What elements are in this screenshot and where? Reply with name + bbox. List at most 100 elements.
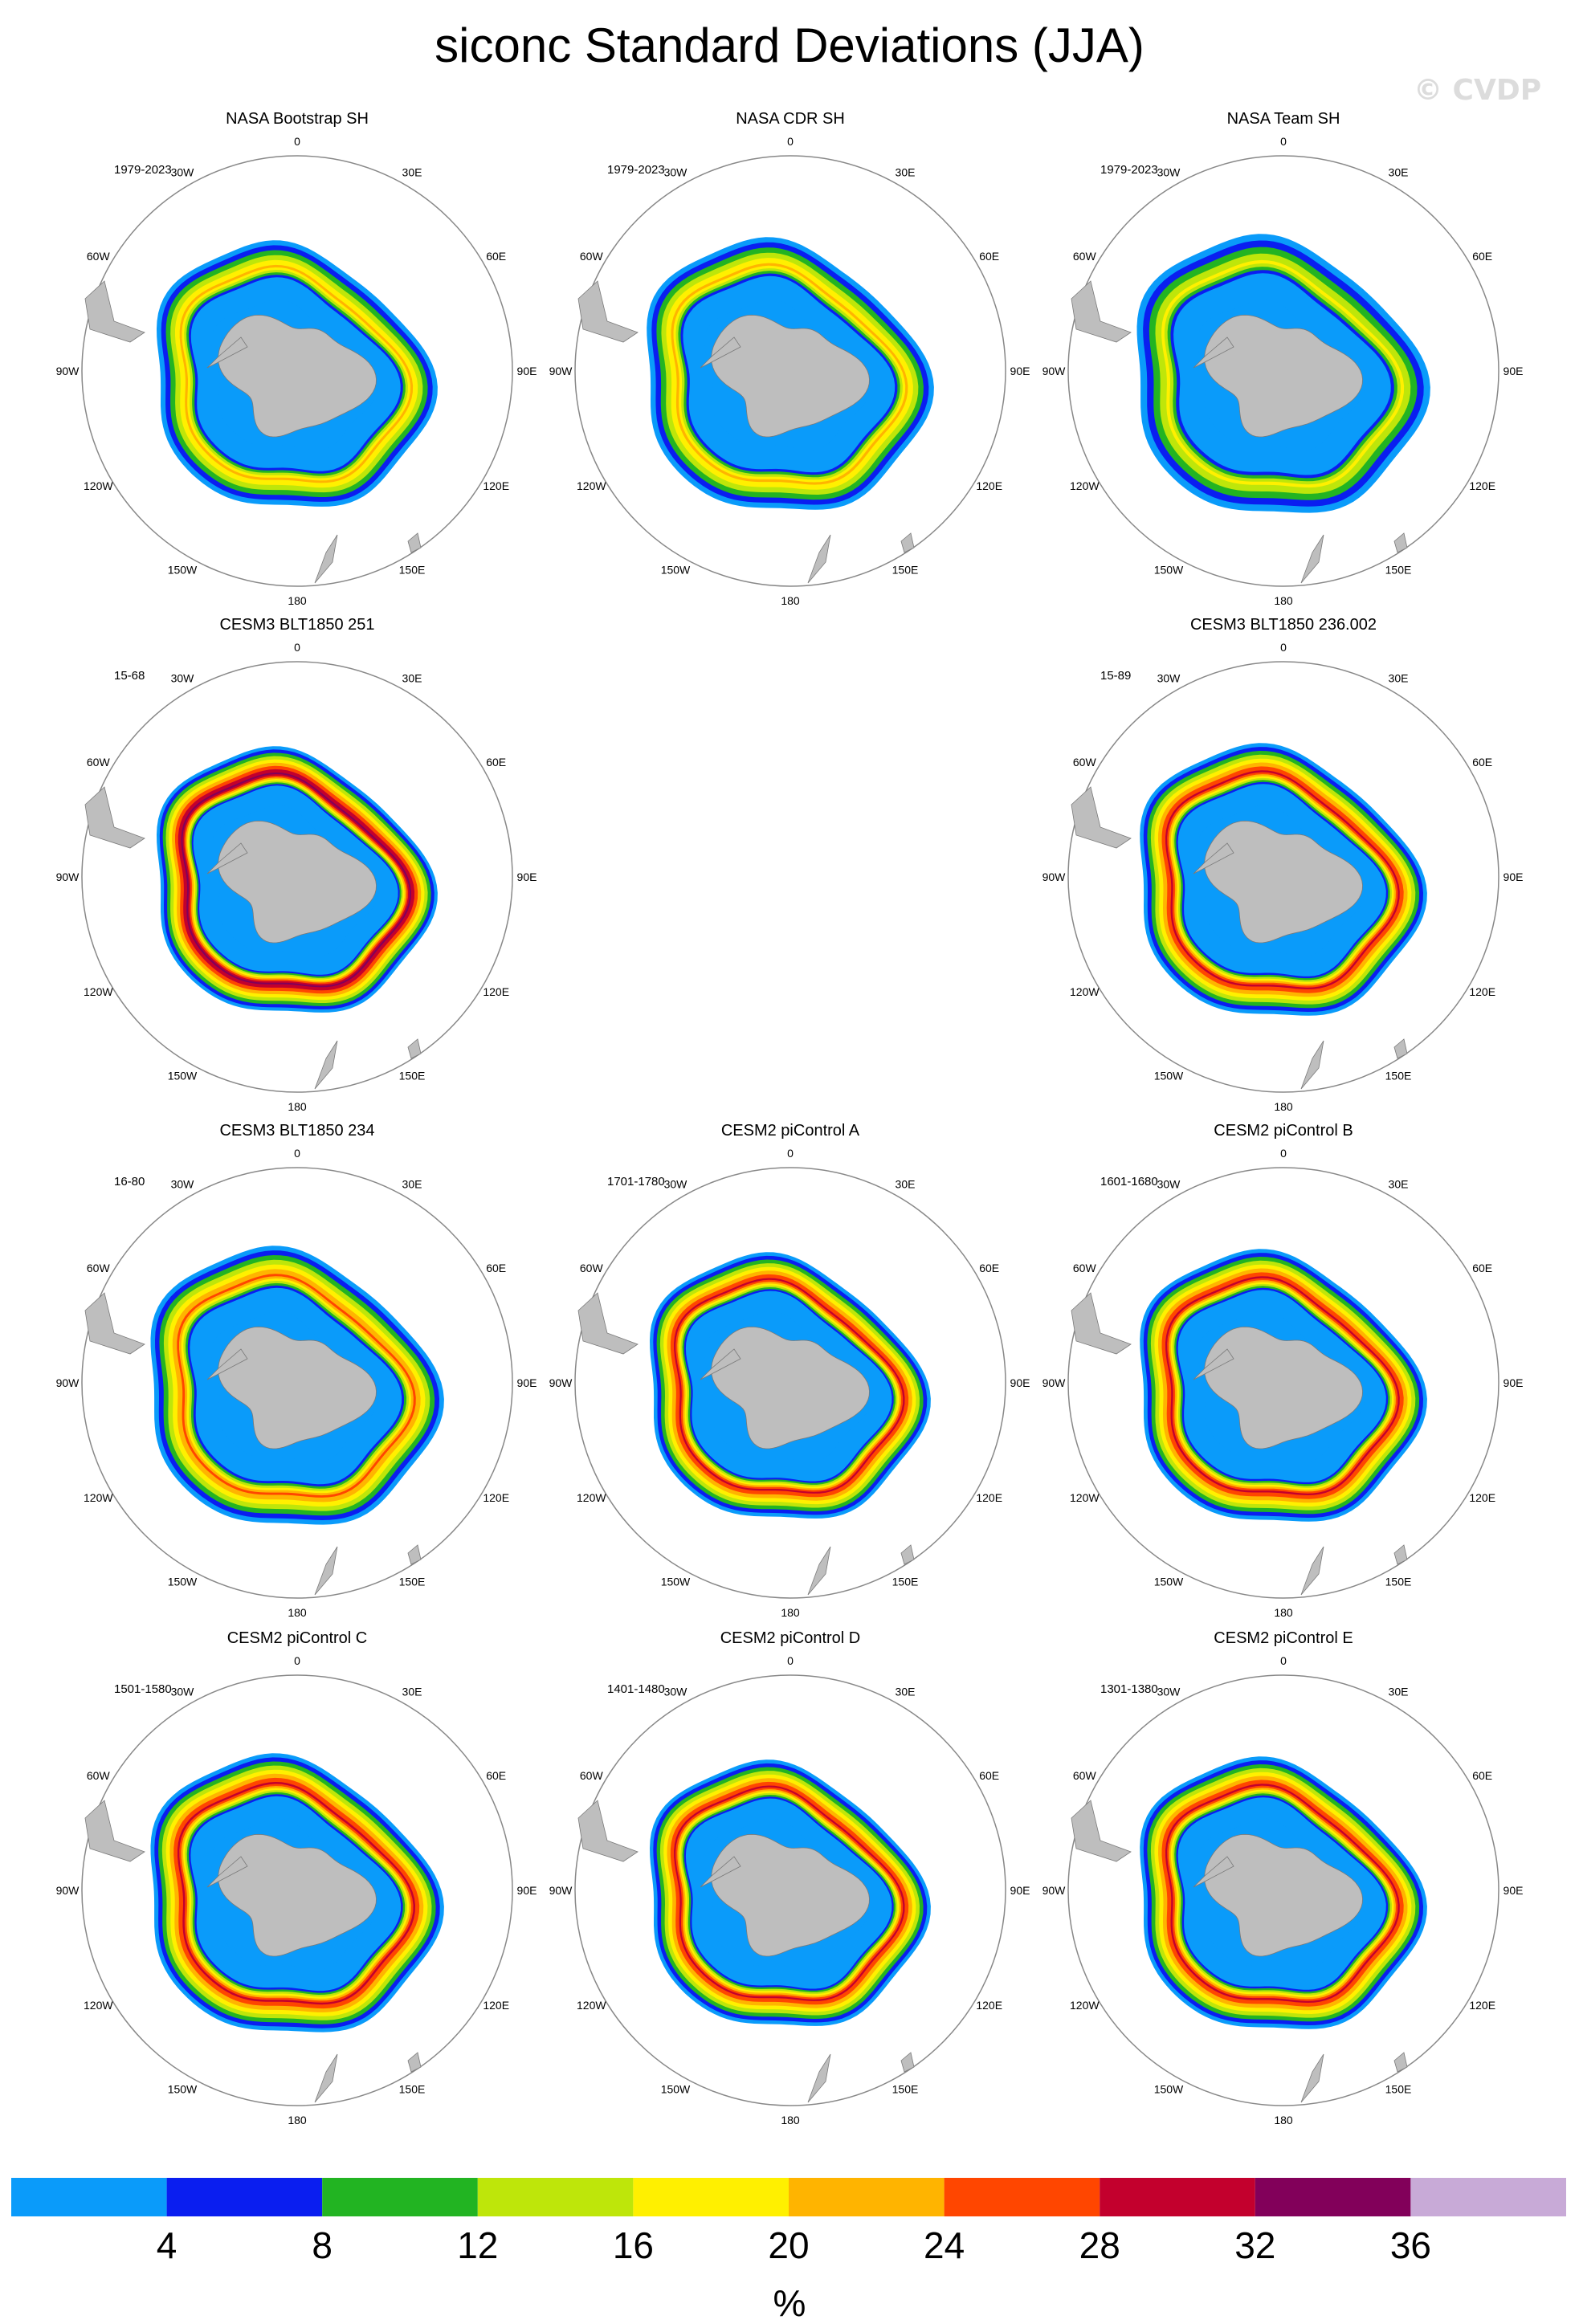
colorbar-box: [477, 2178, 634, 2216]
lon-label: 120W: [1070, 479, 1100, 492]
lon-label: 90W: [1042, 870, 1067, 883]
lon-label: 30E: [1389, 671, 1409, 684]
lon-label: 30W: [171, 1685, 195, 1698]
colorbar-box: [11, 2178, 167, 2216]
lon-label: 30W: [664, 1177, 688, 1190]
antarctica-land: [218, 314, 377, 438]
lon-label: 60W: [580, 1262, 604, 1274]
lon-label: 150E: [1385, 1576, 1412, 1588]
watermark: © CVDP: [1414, 74, 1542, 107]
peninsula-land: [206, 336, 248, 369]
lon-label: 60W: [580, 250, 604, 263]
lon-label: 30E: [402, 1177, 422, 1190]
lon-label: 150W: [1154, 564, 1184, 577]
new-zealand-land: [314, 1546, 338, 1596]
peninsula-land: [206, 842, 248, 875]
lon-label: 60E: [486, 1262, 506, 1274]
colorbar-label: 28: [1079, 2224, 1120, 2266]
south-america-land: [1071, 1292, 1132, 1355]
lon-label: 60W: [87, 756, 111, 769]
lon-label: 120W: [84, 479, 113, 492]
lon-label: 90E: [1010, 1376, 1030, 1389]
antarctica-land: [711, 314, 870, 438]
lon-label: 0: [1280, 641, 1287, 654]
lon-label: 120E: [976, 1491, 1002, 1504]
peninsula-land: [700, 1856, 741, 1888]
lon-label: 30E: [402, 671, 422, 684]
lon-label: 150W: [1154, 1576, 1184, 1588]
south-america-land: [84, 1292, 145, 1355]
lon-label: 180: [781, 594, 800, 607]
lon-label: 30E: [896, 1685, 916, 1698]
colorbar-label: 24: [924, 2224, 965, 2266]
lon-label: 60E: [1472, 1262, 1492, 1274]
map-panel: NASA CDR SH 1979-2023 0 30E 60E 90E 120E 150E 18…: [549, 110, 1030, 607]
peninsula-land: [206, 1348, 248, 1380]
lon-label: 0: [294, 135, 300, 148]
colorbar-label: 20: [768, 2224, 809, 2266]
tasmania-land: [1393, 1544, 1408, 1565]
map-panel: CESM2 piControl A 1701-1780 0 30E 60E 90E 120E…: [549, 1122, 1030, 1619]
lon-label: 90E: [1010, 365, 1030, 377]
antarctica-land: [1204, 314, 1363, 438]
lon-label: 60E: [979, 250, 999, 263]
lon-label: 150W: [168, 1070, 198, 1082]
lon-label: 150E: [399, 1070, 426, 1082]
peninsula-land: [1193, 1856, 1234, 1888]
map-panel: NASA Team SH 1979-2023 0 30E 60E 90E 120E 150E 1…: [1042, 110, 1524, 607]
panel-title: CESM2 piControl A: [721, 1122, 860, 1140]
colorbar-label: 36: [1390, 2224, 1431, 2266]
colorbar-box: [633, 2178, 789, 2216]
lon-label: 120W: [577, 1491, 606, 1504]
south-america-land: [577, 1800, 639, 1862]
lon-label: 150E: [892, 2083, 919, 2096]
lon-label: 30E: [1389, 1685, 1409, 1698]
panel-period: 1979-2023: [114, 163, 172, 177]
south-america-land: [1071, 1800, 1132, 1862]
panel-title: CESM2 piControl C: [227, 1629, 368, 1647]
map-panel: CESM2 piControl B 1601-1680 0 30E 60E 90E 120E…: [1042, 1122, 1524, 1619]
lon-label: 30E: [402, 165, 422, 178]
lon-label: 0: [1280, 1654, 1287, 1667]
antarctica-land: [218, 1326, 377, 1449]
lon-label: 90W: [1042, 1884, 1067, 1897]
panel-title: CESM3 BLT1850 236.002: [1190, 616, 1377, 634]
lon-label: 120E: [1469, 479, 1495, 492]
lon-label: 150W: [168, 1576, 198, 1588]
panel-period: 1701-1780: [607, 1175, 665, 1189]
tasmania-land: [407, 1544, 422, 1565]
panel-title: CESM2 piControl E: [1214, 1629, 1353, 1647]
map-panel: CESM3 BLT1850 234 16-80 0 30E 60E 90E 120E 150E…: [56, 1122, 537, 1619]
lon-label: 30E: [1389, 165, 1409, 178]
lon-label: 0: [787, 1654, 794, 1667]
colorbar-box: [322, 2178, 478, 2216]
lon-label: 30W: [1157, 165, 1181, 178]
tasmania-land: [1393, 532, 1408, 553]
lon-label: 60E: [486, 1769, 506, 1782]
lon-label: 120E: [483, 1491, 509, 1504]
lon-label: 60W: [580, 1769, 604, 1782]
lon-label: 60E: [1472, 1769, 1492, 1782]
new-zealand-land: [1300, 1040, 1324, 1090]
panel-title: CESM3 BLT1850 251: [219, 616, 374, 634]
tasmania-land: [1393, 1038, 1408, 1059]
lon-label: 120W: [1070, 1999, 1100, 2012]
new-zealand-land: [314, 534, 338, 584]
colorbar-label: 16: [613, 2224, 654, 2266]
lon-label: 150E: [399, 564, 426, 577]
lon-label: 120E: [1469, 985, 1495, 998]
south-america-land: [1071, 280, 1132, 343]
panel-period: 1401-1480: [607, 1682, 665, 1696]
lon-label: 150W: [661, 564, 691, 577]
colorbar-box: [789, 2178, 945, 2216]
tasmania-land: [900, 1544, 915, 1565]
map-panel: CESM2 piControl D 1401-1480 0 30E 60E 90E 120E…: [549, 1629, 1030, 2126]
antarctica-land: [711, 1326, 870, 1449]
lon-label: 90E: [1504, 1884, 1524, 1897]
lon-label: 150W: [168, 564, 198, 577]
lon-label: 150E: [1385, 2083, 1412, 2096]
lon-label: 150E: [399, 1576, 426, 1588]
south-america-land: [577, 1292, 639, 1355]
panel-period: 1501-1580: [114, 1682, 172, 1696]
lon-label: 180: [1274, 1606, 1293, 1619]
